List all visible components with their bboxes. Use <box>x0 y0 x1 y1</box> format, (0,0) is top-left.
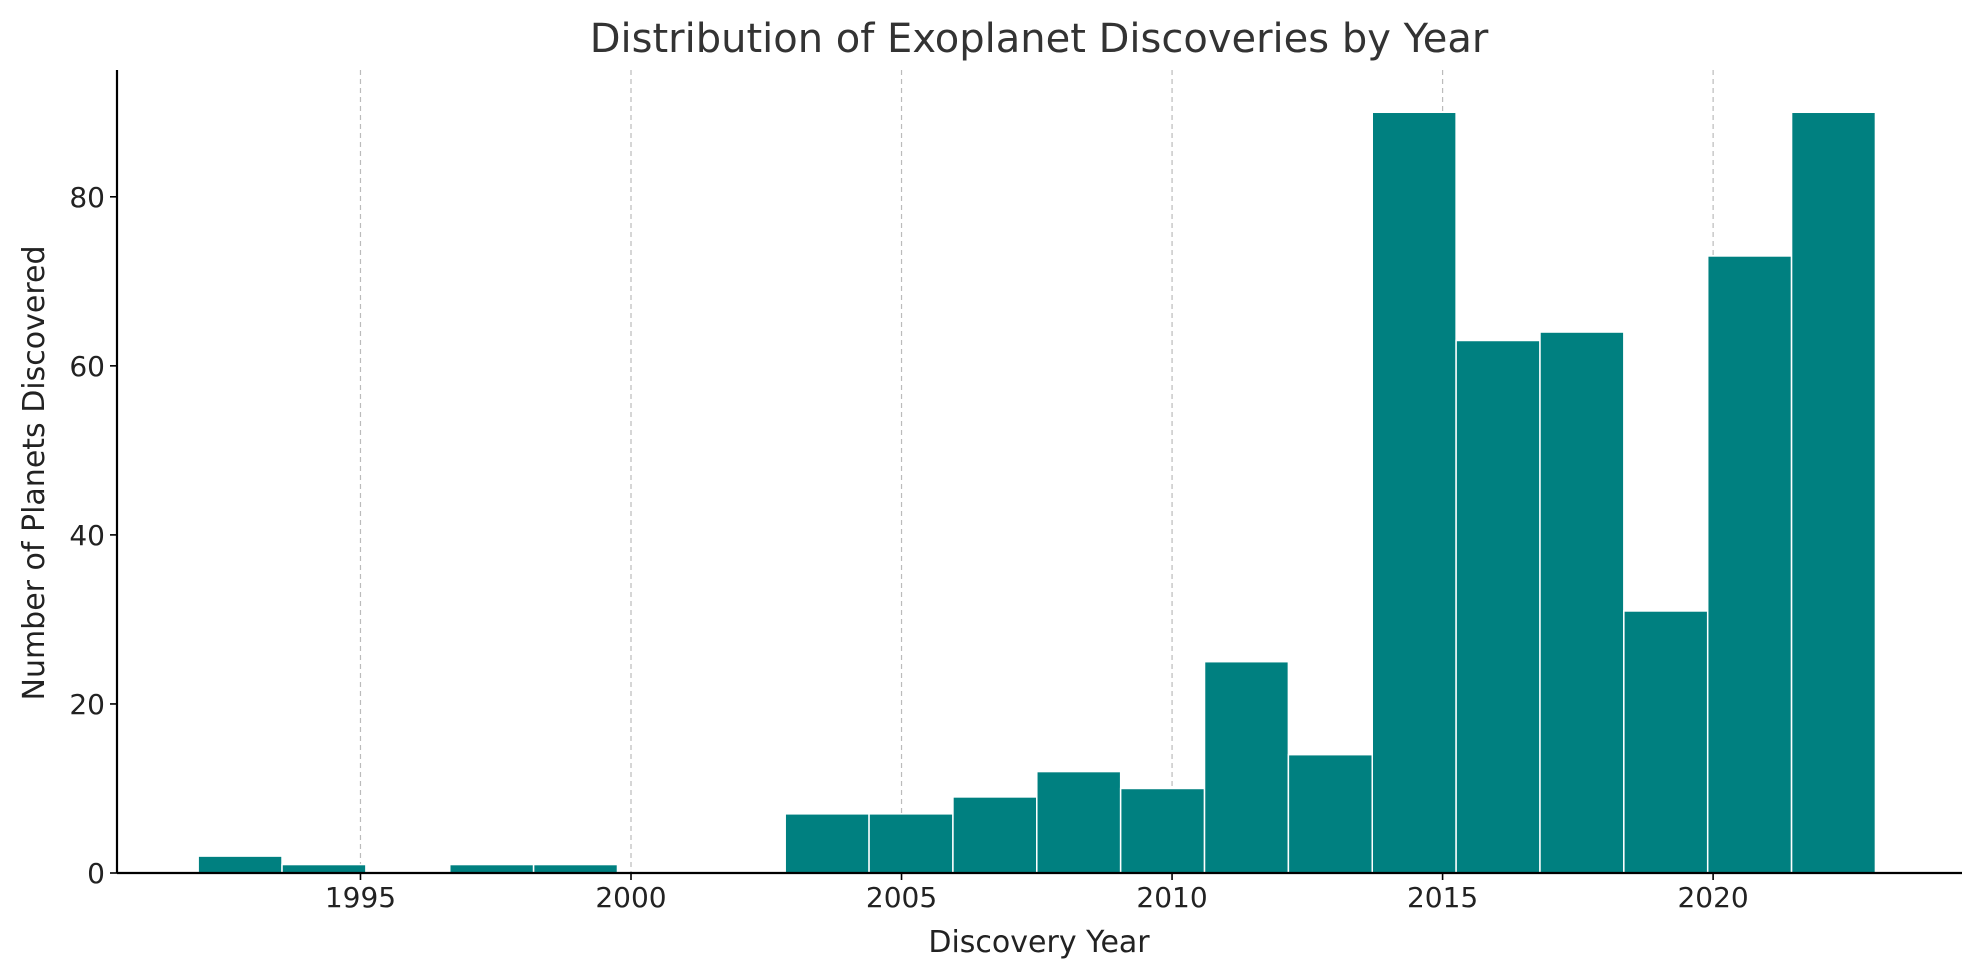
bars-layer <box>197 111 1877 874</box>
histogram-bar <box>868 813 954 874</box>
histogram-bar <box>1539 331 1625 874</box>
histogram-bar <box>1287 753 1373 874</box>
y-tick-label: 0 <box>87 857 105 890</box>
histogram-bar <box>1455 339 1541 874</box>
histogram-bar <box>784 813 870 874</box>
histogram-bar <box>1371 111 1457 874</box>
x-tick-label: 2010 <box>1136 881 1207 914</box>
y-tick-label: 60 <box>69 350 105 383</box>
axes-layer <box>115 70 1962 875</box>
histogram-bar <box>532 863 619 874</box>
x-axis-title: Discovery Year <box>928 925 1150 960</box>
x-tick-label: 2005 <box>866 881 937 914</box>
y-tick-label: 40 <box>69 519 105 552</box>
histogram-bar <box>1623 610 1709 874</box>
histogram-bar <box>448 863 535 874</box>
histogram-bar <box>952 796 1038 874</box>
y-tick-label: 20 <box>69 688 105 721</box>
y-axis-title: Number of Planets Discovered <box>17 245 52 700</box>
histogram-bar <box>197 855 283 874</box>
histogram-bar <box>1203 660 1290 874</box>
histogram-bar <box>1119 787 1206 874</box>
ticks-layer: 1995 2000 2005 2010 2015 2020 0 20 40 60 80 <box>69 181 1748 914</box>
x-tick-label: 2000 <box>595 881 666 914</box>
histogram-bar <box>281 863 367 874</box>
chart-title: Distribution of Exoplanet Discoveries by… <box>590 16 1489 62</box>
histogram-bar <box>1790 111 1877 874</box>
x-tick-label: 1995 <box>325 881 396 914</box>
x-tick-label: 2020 <box>1677 881 1748 914</box>
x-tick-label: 2015 <box>1407 881 1478 914</box>
histogram-bar <box>1706 255 1793 874</box>
histogram-bar <box>1036 770 1122 874</box>
y-tick-label: 80 <box>69 181 105 214</box>
